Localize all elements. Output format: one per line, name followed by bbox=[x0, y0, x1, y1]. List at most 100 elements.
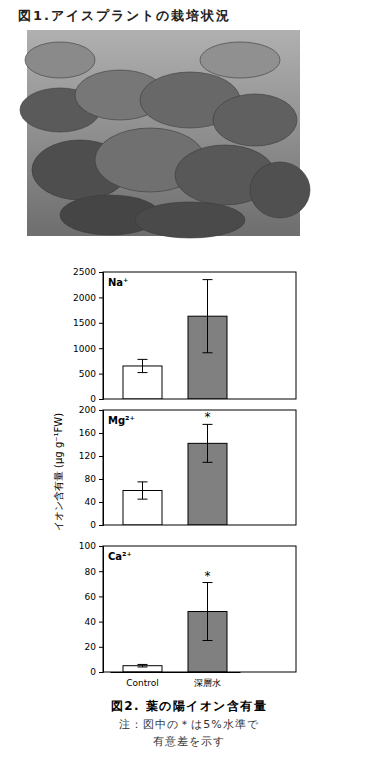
y-tick: 40 bbox=[85, 617, 103, 627]
error-bar-line bbox=[207, 424, 208, 462]
error-bar-cap bbox=[203, 352, 213, 353]
caption-note: 注：図中の＊は5%水準で bbox=[119, 718, 258, 731]
y-axis-line bbox=[99, 411, 104, 526]
error-bar bbox=[203, 424, 213, 462]
y-tick-label: 0 bbox=[90, 667, 96, 677]
y-tick-mark bbox=[99, 433, 103, 434]
y-tick: 0 bbox=[90, 520, 103, 530]
y-tick-label: 40 bbox=[85, 617, 97, 627]
error-bar-line bbox=[142, 359, 143, 372]
error-bar-cap bbox=[138, 664, 148, 665]
y-tick-label: 40 bbox=[85, 497, 97, 507]
y-tick-label: 80 bbox=[85, 567, 97, 577]
chart-panel: 0 500 1000 1500 2000 2500 Na⁺ bbox=[73, 267, 296, 404]
y-tick-mark bbox=[99, 672, 103, 673]
figure: 図1.アイスプラントの栽培状況05001000150020002500Na⁺04… bbox=[0, 0, 378, 765]
caption-title: 図2. 葉の陽イオン含有量 bbox=[111, 699, 268, 713]
x-axis-line bbox=[111, 672, 241, 673]
y-tick-label: 0 bbox=[90, 394, 96, 404]
y-tick-label: 2000 bbox=[73, 293, 96, 303]
y-tick-mark bbox=[99, 479, 103, 480]
y-tick: 1500 bbox=[73, 318, 103, 328]
y-tick-label: 160 bbox=[79, 428, 96, 438]
plot-frame bbox=[103, 546, 296, 672]
y-tick-mark bbox=[99, 647, 103, 648]
photo-leaf bbox=[250, 162, 310, 218]
error-bar-cap bbox=[138, 499, 148, 500]
y-tick-label: 60 bbox=[85, 592, 97, 602]
panel-title: Mg²⁺ bbox=[108, 415, 135, 426]
y-tick: 100 bbox=[79, 541, 103, 551]
y-tick-mark bbox=[99, 374, 103, 375]
y-axis: 0 20 40 60 80 100 bbox=[79, 541, 104, 677]
error-bar-cap bbox=[203, 462, 213, 463]
figure-title: 図1.アイスプラントの栽培状況 bbox=[18, 8, 231, 23]
y-tick-label: 500 bbox=[79, 369, 96, 379]
y-tick: 0 bbox=[90, 667, 103, 677]
error-bar-line bbox=[207, 583, 208, 641]
error-bar bbox=[138, 359, 148, 372]
y-tick-mark bbox=[99, 596, 103, 597]
x-tick: 深層水 bbox=[194, 672, 221, 688]
y-tick: 20 bbox=[85, 642, 103, 652]
error-bar bbox=[138, 664, 148, 667]
error-bar-cap bbox=[138, 372, 148, 373]
y-tick: 40 bbox=[85, 497, 103, 507]
plot-area bbox=[123, 424, 227, 525]
error-bar bbox=[203, 280, 213, 353]
error-bar-cap bbox=[138, 359, 148, 360]
y-tick: 2500 bbox=[73, 267, 103, 277]
y-tick: 120 bbox=[79, 451, 103, 461]
significance-mark: * bbox=[205, 569, 211, 583]
x-tick-label: Control bbox=[126, 678, 159, 688]
y-axis: 0 40 80 120 160 200 bbox=[79, 405, 104, 530]
y-tick: 60 bbox=[85, 592, 103, 602]
y-tick-mark bbox=[99, 571, 103, 572]
y-tick: 80 bbox=[85, 567, 103, 577]
y-axis-title: イオン含有量 (μg g⁻¹FW) bbox=[53, 413, 64, 531]
y-tick: 200 bbox=[79, 405, 103, 415]
significance-mark: * bbox=[205, 410, 211, 424]
y-axis-line bbox=[99, 547, 104, 673]
error-bar-cap bbox=[203, 279, 213, 280]
y-tick-mark bbox=[99, 456, 103, 457]
error-bar-line bbox=[207, 280, 208, 353]
y-tick-mark bbox=[99, 525, 103, 526]
error-bar bbox=[138, 482, 148, 499]
photo-leaf bbox=[135, 202, 245, 238]
x-axis: Control 深層水 bbox=[111, 672, 241, 688]
y-tick-label: 1000 bbox=[73, 344, 96, 354]
error-bar-cap bbox=[203, 640, 213, 641]
caption-note: 有意差を示す bbox=[153, 735, 225, 748]
plot-area bbox=[123, 280, 227, 399]
y-tick: 1000 bbox=[73, 344, 103, 354]
y-axis: 0 500 1000 1500 2000 2500 bbox=[73, 267, 103, 404]
y-tick-mark bbox=[99, 622, 103, 623]
y-tick-mark bbox=[99, 546, 103, 547]
photo-leaf bbox=[200, 42, 280, 78]
y-tick-label: 80 bbox=[85, 474, 97, 484]
y-tick-mark bbox=[99, 323, 103, 324]
y-tick-mark bbox=[99, 399, 103, 400]
y-tick: 500 bbox=[79, 369, 103, 379]
chart-panel: 0 40 80 120 160 200 Mg²⁺ * bbox=[79, 405, 296, 530]
y-tick-mark bbox=[99, 297, 103, 298]
y-tick-mark bbox=[99, 348, 103, 349]
plot-frame bbox=[103, 410, 296, 525]
panel-title: Na⁺ bbox=[108, 277, 128, 288]
y-tick-label: 1500 bbox=[73, 318, 96, 328]
y-tick-label: 0 bbox=[90, 520, 96, 530]
y-tick-mark bbox=[99, 502, 103, 503]
error-bar bbox=[203, 583, 213, 641]
y-tick-label: 2500 bbox=[73, 267, 96, 277]
error-bar-cap bbox=[138, 481, 148, 482]
plot-area bbox=[123, 583, 227, 672]
error-bar-cap bbox=[138, 666, 148, 667]
panel-title: Ca²⁺ bbox=[108, 551, 132, 562]
y-tick-mark bbox=[99, 410, 103, 411]
y-tick: 0 bbox=[90, 394, 103, 404]
plot-frame bbox=[103, 272, 296, 399]
y-tick-label: 100 bbox=[79, 541, 96, 551]
x-tick-label: 深層水 bbox=[194, 678, 221, 688]
photo-leaf bbox=[213, 94, 297, 146]
